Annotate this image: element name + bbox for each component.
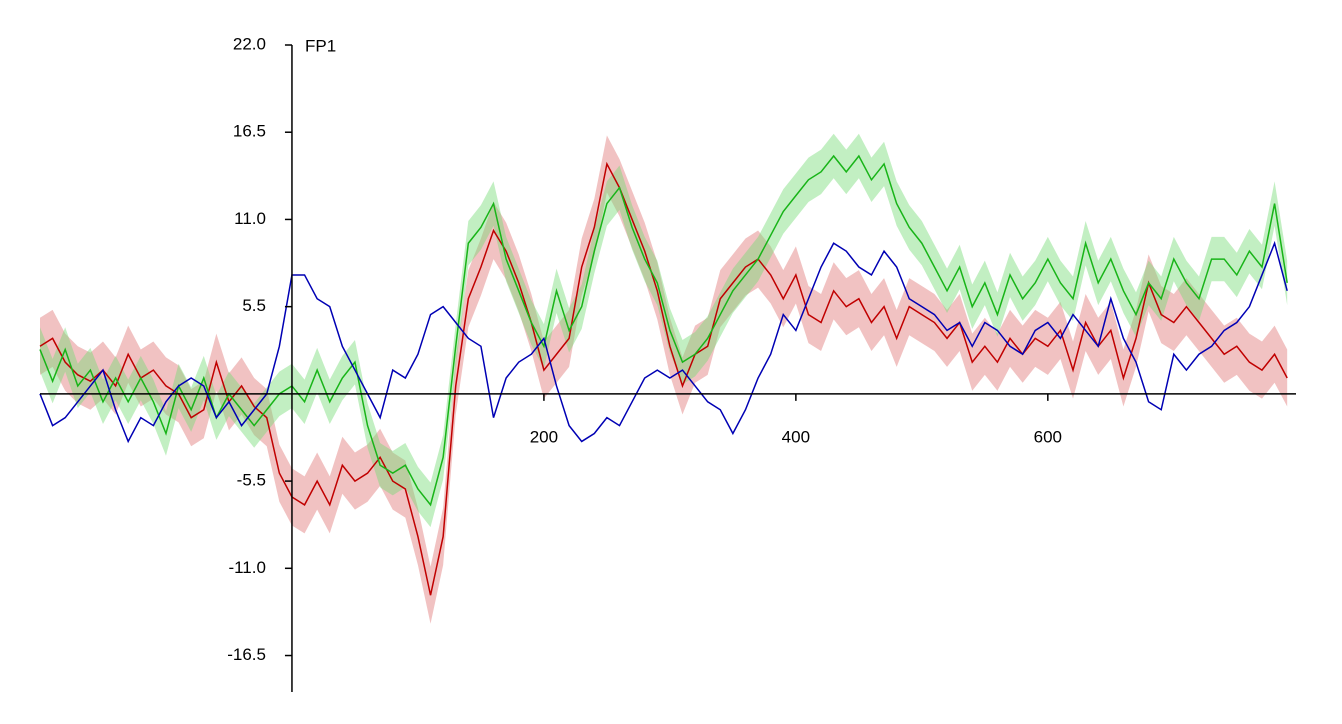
y-tick-label: -16.5	[227, 645, 266, 664]
x-tick-label: 600	[1034, 427, 1062, 446]
x-tick-label: 200	[530, 427, 558, 446]
y-tick-label: 16.5	[233, 122, 266, 141]
channel-label: FP1	[305, 36, 336, 55]
y-tick-label: -5.5	[237, 471, 266, 490]
bands	[40, 133, 1288, 624]
series-line	[39, 240, 1288, 444]
y-tick-label: -11.0	[228, 558, 266, 577]
lines	[39, 154, 1288, 596]
axes: 22.0 16.5 11.0 5.5 -5.5 -11.0 -16.5 200 400 600	[40, 34, 1296, 692]
y-tick-label: 22.0	[233, 34, 266, 53]
error-band	[40, 135, 1288, 624]
series-line	[39, 161, 1288, 596]
y-tick-label: 5.5	[242, 296, 266, 315]
y-tick-label: 11.0	[234, 209, 266, 228]
x-tick-label: 400	[782, 427, 810, 446]
